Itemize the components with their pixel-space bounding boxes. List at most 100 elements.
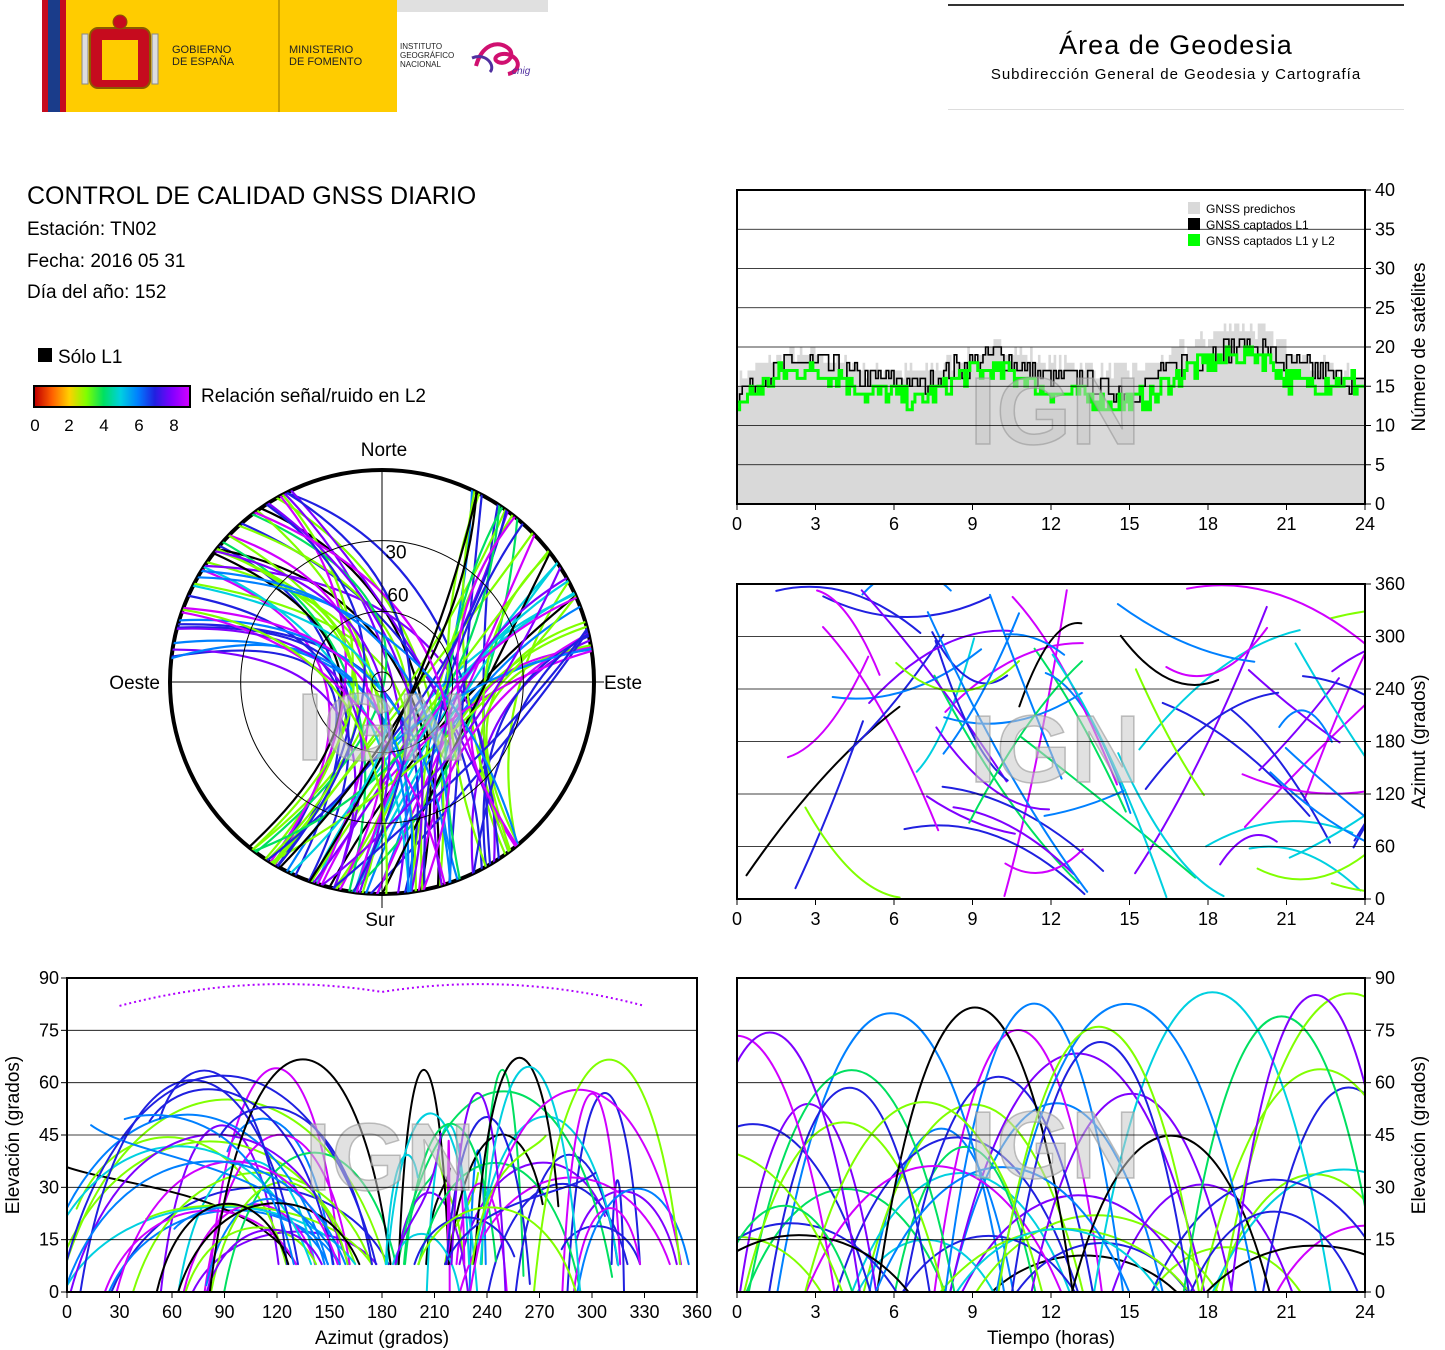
y-tick-label: 180 <box>1375 732 1405 752</box>
azimuth-track <box>1241 773 1365 795</box>
y-tick-label: 10 <box>1375 416 1395 436</box>
snr-tick: 4 <box>99 416 109 435</box>
ministry-text-line: DE FOMENTO <box>289 56 363 68</box>
org-bottom-rule <box>948 109 1404 110</box>
y-tick-label: 0 <box>1375 494 1385 514</box>
y-tick-label: 0 <box>49 1282 59 1302</box>
satellite-track <box>472 632 590 875</box>
x-tick-label: 3 <box>810 514 820 534</box>
legend-label: GNSS captados L1 y L2 <box>1206 234 1335 248</box>
et-track <box>944 1002 1125 1292</box>
south-label: Sur <box>365 910 395 931</box>
x-tick-label: 360 <box>682 1302 712 1322</box>
x-tick-label: 0 <box>732 514 742 534</box>
y-tick-label: 15 <box>39 1230 59 1250</box>
x-tick-label: 18 <box>1198 1302 1218 1322</box>
et-track <box>961 1194 1196 1292</box>
satellite-track <box>353 561 559 894</box>
x-tick-label: 3 <box>810 1302 820 1322</box>
et-track <box>876 1006 1074 1292</box>
x-tick-label: 300 <box>577 1302 607 1322</box>
azimuth-track <box>1165 626 1269 678</box>
y-tick-label: 360 <box>1375 574 1405 594</box>
azimuth-track <box>1269 771 1365 843</box>
eaz-track <box>436 1148 465 1266</box>
y-tick-label: 0 <box>1375 889 1385 909</box>
cnig-text: cnig <box>512 66 531 77</box>
et-track <box>851 1172 1071 1292</box>
et-track <box>1011 1040 1190 1292</box>
azimuth-track <box>1134 668 1205 797</box>
x-tick-label: 21 <box>1276 514 1296 534</box>
x-tick-label: 90 <box>214 1302 234 1322</box>
watermark-text: IGN <box>297 674 468 781</box>
et-track <box>835 1136 1079 1292</box>
x-tick-label: 18 <box>1198 514 1218 534</box>
azimuth-track <box>941 785 1105 872</box>
azimuth-track <box>786 655 870 759</box>
y-tick-label: 15 <box>1375 1230 1395 1250</box>
gov-text-line: GOBIERNO <box>172 44 232 56</box>
et-track <box>990 1254 1178 1292</box>
snr-label: Relación señal/ruido en L2 <box>201 386 426 407</box>
satellite-track <box>178 618 452 884</box>
x-tick-label: 9 <box>967 909 977 929</box>
eaz-track <box>123 1114 295 1266</box>
et-track <box>1205 1244 1365 1292</box>
et-track <box>1221 992 1365 1292</box>
y-tick-label: 60 <box>1375 1073 1395 1093</box>
azimuth-track <box>1331 650 1365 673</box>
eaz-track <box>397 1068 450 1266</box>
eaz-track <box>396 1090 614 1278</box>
azimuth-tracks <box>745 584 1365 899</box>
satellite-track <box>253 511 452 891</box>
legend-label: GNSS predichos <box>1206 202 1295 216</box>
count-legend: GNSS predichos GNSS captados L1 GNSS capta… <box>1188 202 1335 248</box>
satellite-track <box>215 547 360 862</box>
azimuth-track <box>1138 629 1301 751</box>
eaz-track <box>90 1124 341 1266</box>
azimuth-track <box>968 660 1083 824</box>
y-tick-label: 5 <box>1375 455 1385 475</box>
azimuth-track <box>1330 882 1365 892</box>
watermark-text: IGN <box>970 358 1141 465</box>
azimuth-track <box>1020 736 1197 879</box>
azimuth-track <box>935 726 1051 811</box>
y-tick-label: 75 <box>1375 1020 1395 1040</box>
x-tick-label: 15 <box>1119 514 1139 534</box>
institute-text-line: INSTITUTO <box>400 42 443 51</box>
eaz-track <box>210 1181 349 1292</box>
y-tick-label: 30 <box>39 1177 59 1197</box>
org-top-rule <box>948 4 1404 6</box>
et-track <box>955 1227 1161 1292</box>
east-label: Este <box>604 673 642 694</box>
gov-text-line: DE ESPAÑA <box>172 56 235 68</box>
eaz-track <box>487 1182 629 1292</box>
azimuth-track <box>1288 814 1365 859</box>
eaz-track <box>471 1134 547 1266</box>
azimuth-track <box>1134 605 1268 875</box>
eaz-track <box>218 1106 373 1266</box>
x-tick-label: 9 <box>967 1302 977 1322</box>
eaz-track <box>572 1207 642 1292</box>
azimuth-track <box>988 593 1063 780</box>
eaz-track <box>223 1151 397 1292</box>
y-tick-label: 60 <box>39 1073 59 1093</box>
et-track <box>1275 1224 1365 1292</box>
x-tick-label: 12 <box>1041 1302 1061 1322</box>
y-tick-label: 300 <box>1375 627 1405 647</box>
x-axis-label: Azimut (grados) <box>315 1328 449 1349</box>
x-tick-label: 21 <box>1276 1302 1296 1322</box>
satellite-track <box>310 591 576 884</box>
azimuth-track <box>934 639 1009 782</box>
et-track <box>1189 1210 1359 1292</box>
azimuth-track <box>1258 677 1340 772</box>
eaz-track <box>148 1088 335 1266</box>
elevation-time-chart: IGN 0 15 30 45 60 75 90 0 3 6 9 12 15 18 21 24 Elevación … <box>732 968 1430 1349</box>
eaz-track <box>473 1056 560 1266</box>
eaz-track <box>67 1140 357 1266</box>
watermark-text: IGN <box>970 1092 1141 1199</box>
eaz-track <box>67 1166 298 1266</box>
azimuth-track <box>1219 834 1278 866</box>
